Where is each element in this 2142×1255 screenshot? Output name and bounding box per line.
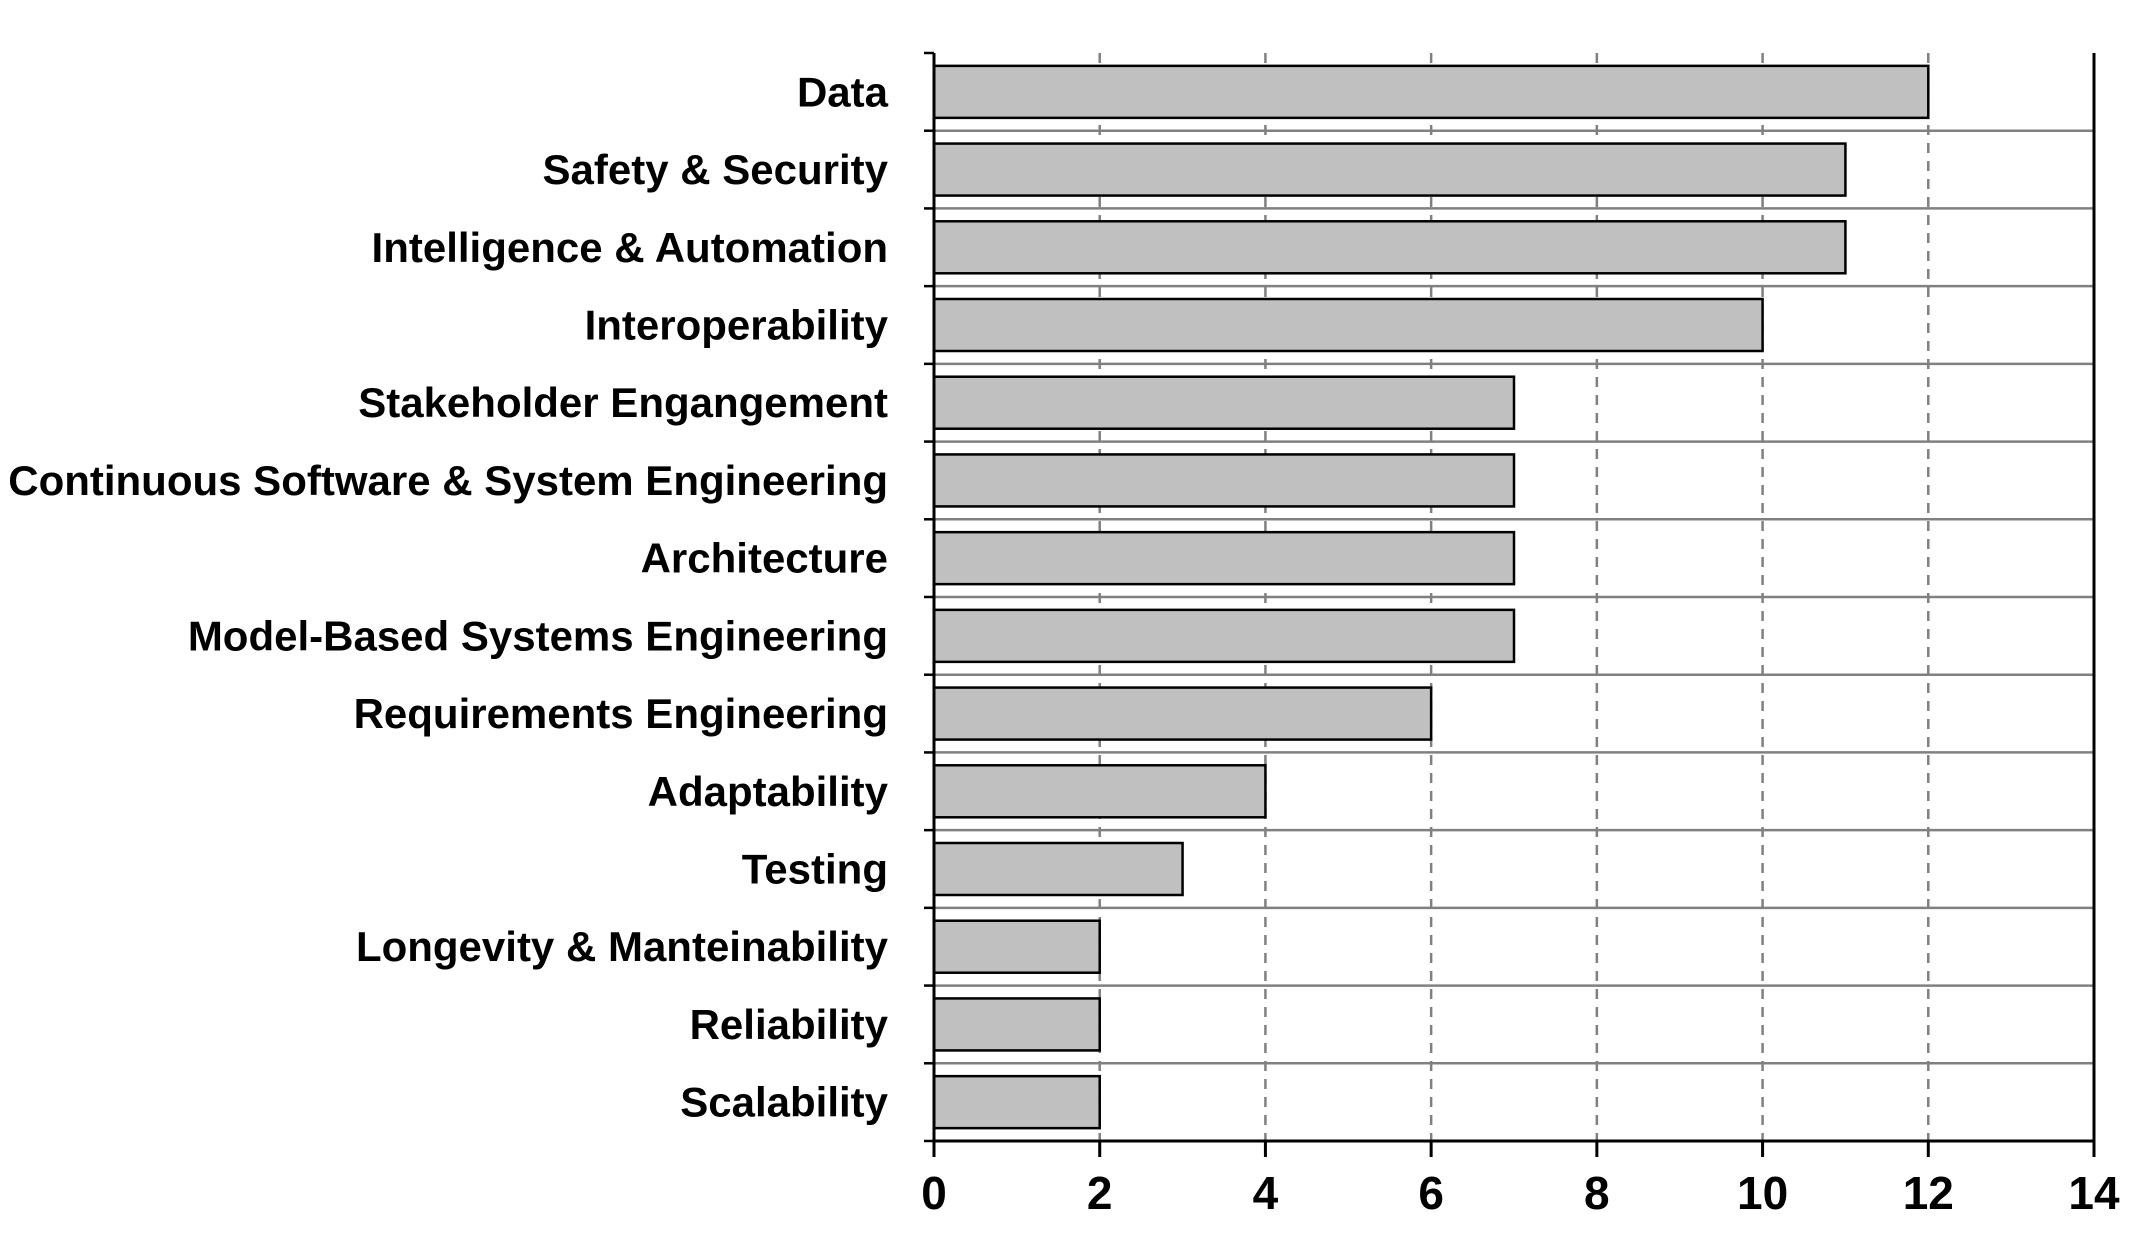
x-tick-label: 12 xyxy=(1903,1167,1954,1219)
category-label: Testing xyxy=(742,846,888,893)
grid-lines xyxy=(934,53,2094,1141)
bar xyxy=(932,919,1101,974)
bar xyxy=(932,220,1847,275)
category-label: Architecture xyxy=(641,535,888,582)
bar xyxy=(932,297,1764,353)
bar xyxy=(932,1074,1101,1130)
x-axis-tick-labels: 0 2 4 6 8 10 12 14 xyxy=(921,1167,2120,1219)
category-labels: Data Safety & Security Intelligence & Auto… xyxy=(8,68,888,1125)
category-label: Adaptability xyxy=(648,768,889,815)
category-label: Continuous Software & System Engineering xyxy=(8,457,888,504)
plot-frame xyxy=(924,51,2096,1157)
category-label: Stakeholder Engangement xyxy=(358,379,888,426)
bars xyxy=(932,64,1930,1130)
bar xyxy=(932,686,1433,741)
category-label: Reliability xyxy=(690,1001,889,1048)
x-tick-label: 10 xyxy=(1737,1167,1788,1219)
bar xyxy=(932,530,1516,586)
bar xyxy=(932,608,1516,664)
category-label: Longevity & Manteinability xyxy=(356,923,889,970)
category-label: Interoperability xyxy=(585,302,889,349)
category-label: Data xyxy=(797,68,889,115)
category-label: Scalability xyxy=(680,1079,888,1126)
bar xyxy=(932,841,1184,897)
x-tick-label: 6 xyxy=(1418,1167,1444,1219)
category-label: Model-Based Systems Engineering xyxy=(188,612,888,659)
category-label: Safety & Security xyxy=(543,146,889,193)
bar xyxy=(932,453,1516,508)
bar xyxy=(932,375,1516,430)
bar xyxy=(932,997,1101,1052)
x-tick-label: 2 xyxy=(1087,1167,1113,1219)
category-label: Requirements Engineering xyxy=(354,690,888,737)
category-label: Intelligence & Automation xyxy=(372,224,888,271)
bar xyxy=(932,764,1267,819)
x-tick-label: 8 xyxy=(1584,1167,1610,1219)
x-tick-label: 4 xyxy=(1253,1167,1279,1219)
bar xyxy=(932,64,1930,120)
bar xyxy=(932,142,1847,197)
x-tick-label: 0 xyxy=(921,1167,947,1219)
x-tick-label: 14 xyxy=(2068,1167,2120,1219)
